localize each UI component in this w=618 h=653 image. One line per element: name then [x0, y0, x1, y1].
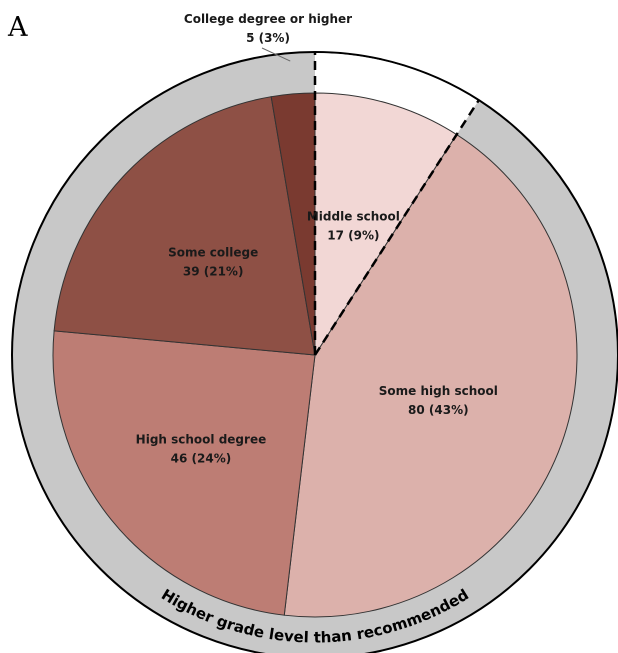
pie-slice-high-school-degree: [52, 330, 316, 616]
slice-label-count-high-school-degree: 46 (24%): [171, 451, 232, 465]
highlight-overlay: [313, 52, 480, 356]
slice-labels: Middle school 17 (9%) Some high school 80 (…: [136, 209, 498, 465]
pie-slice-some-high-school: [283, 133, 578, 618]
pie-slices: [52, 92, 578, 618]
slice-label-count-some-college: 39 (21%): [183, 265, 244, 279]
slice-label-name-some-high-school: Some high school: [379, 384, 498, 398]
slice-label-name-middle-school: Middle school: [307, 209, 400, 223]
slice-label-name-college-degree-or-higher: College degree or higher: [184, 12, 352, 26]
slice-label-name-high-school-degree: High school degree: [136, 432, 267, 446]
slice-label-name-some-college: Some college: [168, 246, 258, 260]
pie-slice-middle-school: [314, 92, 458, 357]
panel-letter: A: [7, 12, 28, 43]
pie-slice-some-college: [53, 96, 316, 356]
slice-label-count-middle-school: 17 (9%): [327, 228, 379, 242]
leader-line: [261, 47, 291, 62]
highlight-dashed-edge-end: [313, 99, 480, 356]
slice-label-count-college-degree-or-higher: 5 (3%): [246, 31, 290, 45]
slice-label-count-some-high-school: 80 (43%): [408, 403, 469, 417]
external-label-college: College degree or higher 5 (3%): [184, 12, 352, 62]
